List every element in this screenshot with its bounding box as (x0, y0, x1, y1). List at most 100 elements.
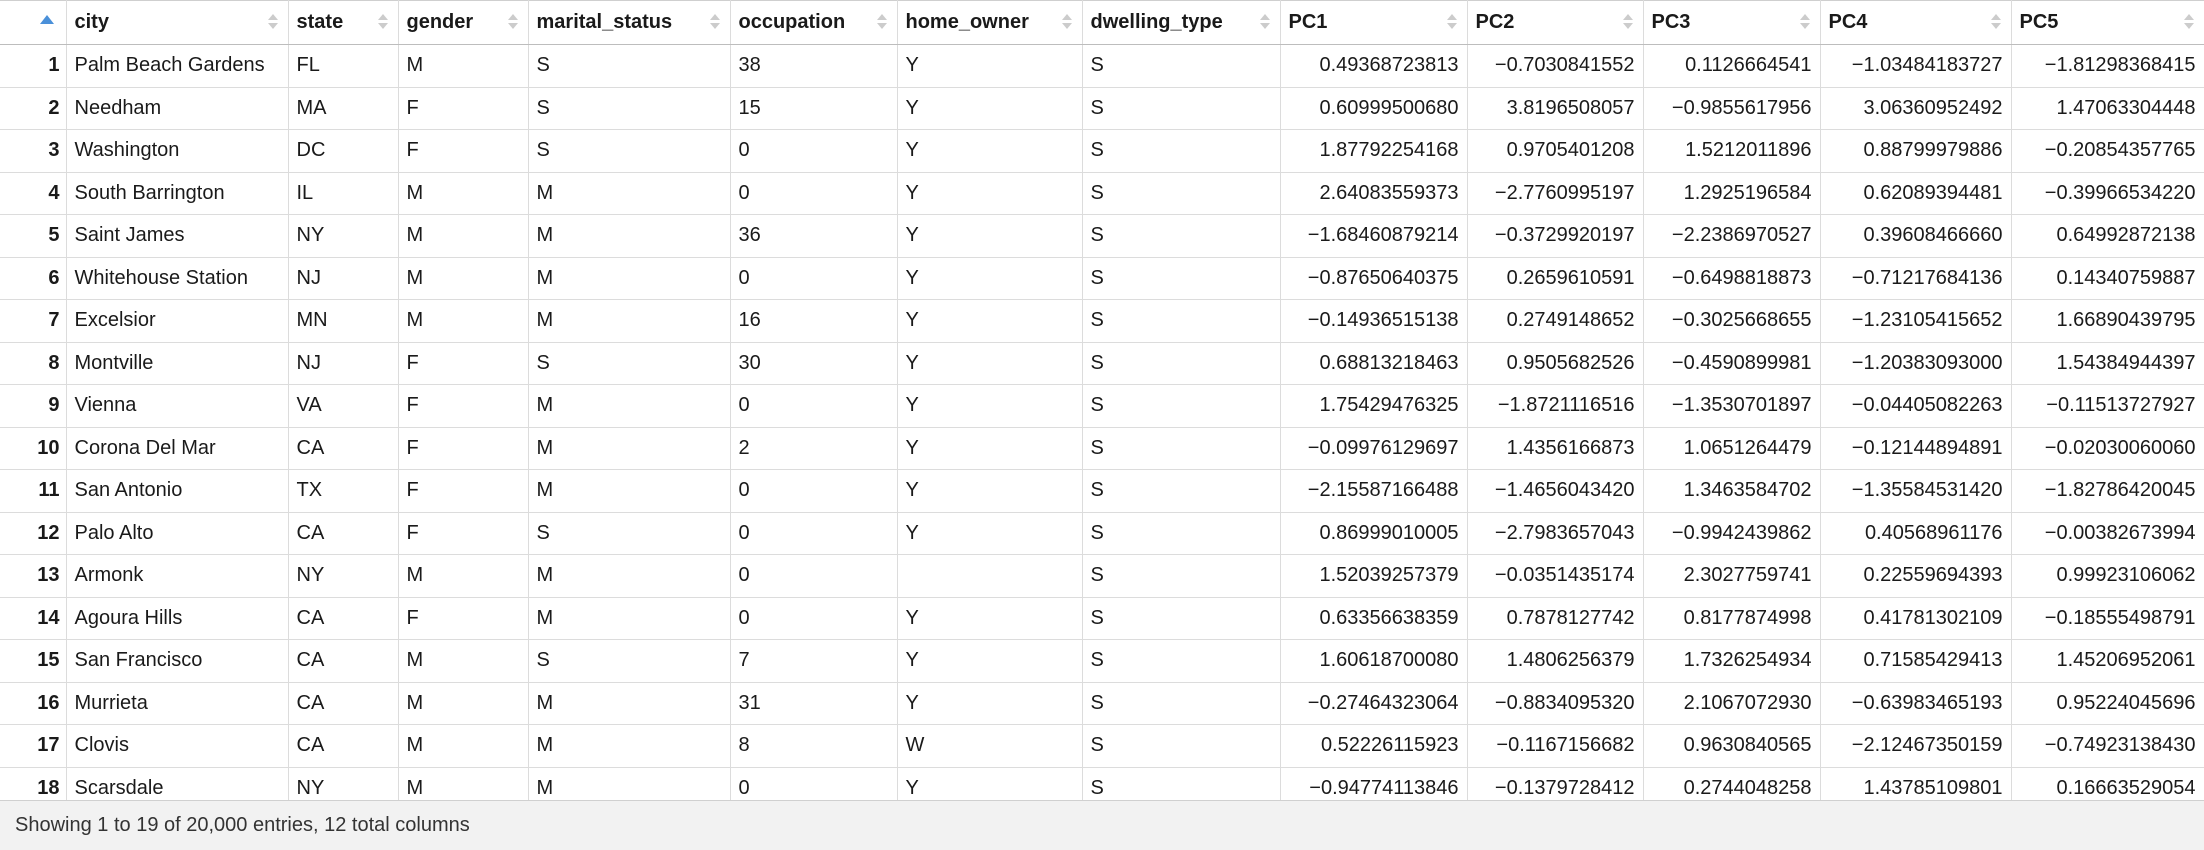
sort-ascending-icon (40, 15, 54, 24)
cell-occupation: 0 (730, 469, 898, 513)
column-header-label: occupation (738, 11, 846, 33)
cell-gender: F (398, 342, 529, 385)
cell-pc5: 1.47063304448 (2011, 87, 2204, 130)
cell-marital-status: M (528, 214, 731, 258)
row-number-header[interactable] (0, 0, 67, 45)
cell-dwelling-type: S (1082, 299, 1281, 343)
column-header-home-owner[interactable]: home_owner (897, 0, 1083, 45)
table-row[interactable]: 14 Agoura Hills CA F M 0 Y S 0.63356638359 0.7878… (0, 597, 2204, 640)
table-row[interactable]: 11 San Antonio TX F M 0 Y S −2.15587166488 −1.465… (0, 469, 2204, 513)
cell-dwelling-type: S (1082, 469, 1281, 513)
cell-pc5: −0.39966534220 (2011, 172, 2204, 215)
table-row[interactable]: 2 Needham MA F S 15 Y S 0.60999500680 3.819650805… (0, 87, 2204, 130)
cell-dwelling-type: S (1082, 682, 1281, 725)
cell-pc1: −0.94774113846 (1280, 767, 1468, 800)
sort-arrows-icon (1446, 11, 1457, 33)
column-header-label: dwelling_type (1090, 11, 1223, 33)
cell-gender: M (398, 299, 529, 343)
cell-pc2: 0.7878127742 (1467, 597, 1644, 640)
data-grid[interactable]: city state gender marital_status occupation h… (0, 0, 2204, 800)
cell-dwelling-type: S (1082, 512, 1281, 555)
row-number: 9 (0, 384, 67, 428)
cell-home-owner: Y (897, 469, 1083, 513)
column-header-pc5[interactable]: PC5 (2011, 0, 2204, 45)
cell-pc2: −2.7760995197 (1467, 172, 1644, 215)
cell-occupation: 0 (730, 172, 898, 215)
table-row[interactable]: 12 Palo Alto CA F S 0 Y S 0.86999010005 −2.798365… (0, 512, 2204, 555)
cell-dwelling-type: S (1082, 172, 1281, 215)
cell-pc1: 1.52039257379 (1280, 554, 1468, 598)
column-header-occupation[interactable]: occupation (730, 0, 898, 45)
table-row[interactable]: 17 Clovis CA M M 8 W S 0.52226115923 −0.116715668… (0, 724, 2204, 768)
sort-arrows-icon (1622, 11, 1633, 33)
cell-occupation: 0 (730, 257, 898, 300)
cell-state: FL (288, 44, 399, 88)
cell-pc4: 0.62089394481 (1820, 172, 2012, 215)
cell-pc2: 1.4806256379 (1467, 639, 1644, 683)
cell-dwelling-type: S (1082, 724, 1281, 768)
column-header-city[interactable]: city (66, 0, 289, 45)
column-header-gender[interactable]: gender (398, 0, 529, 45)
cell-occupation: 16 (730, 299, 898, 343)
cell-city: Saint James (66, 214, 289, 258)
column-header-marital-status[interactable]: marital_status (528, 0, 731, 45)
row-number: 2 (0, 87, 67, 130)
table-row[interactable]: 6 Whitehouse Station NJ M M 0 Y S −0.87650640375… (0, 257, 2204, 300)
entries-status-text: Showing 1 to 19 of 20,000 entries, 12 to… (15, 814, 470, 836)
column-header-label: marital_status (536, 11, 673, 33)
cell-pc1: 0.52226115923 (1280, 724, 1468, 768)
table-row[interactable]: 5 Saint James NY M M 36 Y S −1.68460879214 −0.372… (0, 214, 2204, 258)
table-row[interactable]: 7 Excelsior MN M M 16 Y S −0.14936515138 0.274914… (0, 299, 2204, 343)
cell-pc2: −0.7030841552 (1467, 44, 1644, 88)
cell-home-owner: Y (897, 87, 1083, 130)
sort-arrows-icon (2183, 11, 2194, 33)
cell-pc1: −2.15587166488 (1280, 469, 1468, 513)
cell-gender: F (398, 597, 529, 640)
column-header-label: city (74, 11, 109, 33)
cell-gender: F (398, 469, 529, 513)
cell-dwelling-type: S (1082, 87, 1281, 130)
cell-occupation: 2 (730, 427, 898, 470)
cell-occupation: 0 (730, 384, 898, 428)
column-header-dwelling-type[interactable]: dwelling_type (1082, 0, 1281, 45)
cell-pc3: −1.3530701897 (1643, 384, 1821, 428)
cell-home-owner: Y (897, 299, 1083, 343)
column-header-pc1[interactable]: PC1 (1280, 0, 1468, 45)
table-row[interactable]: 15 San Francisco CA M S 7 Y S 1.60618700080 1.480… (0, 639, 2204, 683)
cell-gender: M (398, 257, 529, 300)
cell-dwelling-type: S (1082, 597, 1281, 640)
cell-marital-status: M (528, 384, 731, 428)
cell-pc4: −1.03484183727 (1820, 44, 2012, 88)
cell-pc4: −0.71217684136 (1820, 257, 2012, 300)
column-header-label: PC5 (2019, 11, 2059, 33)
cell-marital-status: M (528, 682, 731, 725)
table-row[interactable]: 3 Washington DC F S 0 Y S 1.87792254168 0.9705401… (0, 129, 2204, 173)
cell-home-owner: Y (897, 512, 1083, 555)
table-row[interactable]: 9 Vienna VA F M 0 Y S 1.75429476325 −1.8721116516… (0, 384, 2204, 428)
table-row[interactable]: 1 Palm Beach Gardens FL M S 38 Y S 0.49368723813… (0, 44, 2204, 88)
cell-pc2: 0.9705401208 (1467, 129, 1644, 173)
table-row[interactable]: 13 Armonk NY M M 0 S 1.52039257379 −0.0351435174… (0, 554, 2204, 598)
cell-gender: M (398, 767, 529, 800)
row-number: 6 (0, 257, 67, 300)
table-row[interactable]: 8 Montville NJ F S 30 Y S 0.68813218463 0.9505682… (0, 342, 2204, 385)
column-header-pc4[interactable]: PC4 (1820, 0, 2012, 45)
column-header-pc3[interactable]: PC3 (1643, 0, 1821, 45)
cell-pc1: −0.87650640375 (1280, 257, 1468, 300)
cell-occupation: 0 (730, 597, 898, 640)
table-row[interactable]: 4 South Barrington IL M M 0 Y S 2.64083559373 −2.… (0, 172, 2204, 215)
table-row[interactable]: 16 Murrieta CA M M 31 Y S −0.27464323064 −0.88340… (0, 682, 2204, 725)
row-number: 10 (0, 427, 67, 470)
table-row[interactable]: 18 Scarsdale NY M M 0 Y S −0.94774113846 −0.13797… (0, 767, 2204, 800)
cell-state: CA (288, 639, 399, 683)
column-header-pc2[interactable]: PC2 (1467, 0, 1644, 45)
cell-pc3: −0.4590899981 (1643, 342, 1821, 385)
cell-pc1: −1.68460879214 (1280, 214, 1468, 258)
table-row[interactable]: 10 Corona Del Mar CA F M 2 Y S −0.09976129697 1.4… (0, 427, 2204, 470)
cell-home-owner: Y (897, 214, 1083, 258)
sort-arrows-icon (1259, 11, 1270, 33)
cell-dwelling-type: S (1082, 384, 1281, 428)
row-number: 4 (0, 172, 67, 215)
column-header-state[interactable]: state (288, 0, 399, 45)
cell-pc1: 0.86999010005 (1280, 512, 1468, 555)
